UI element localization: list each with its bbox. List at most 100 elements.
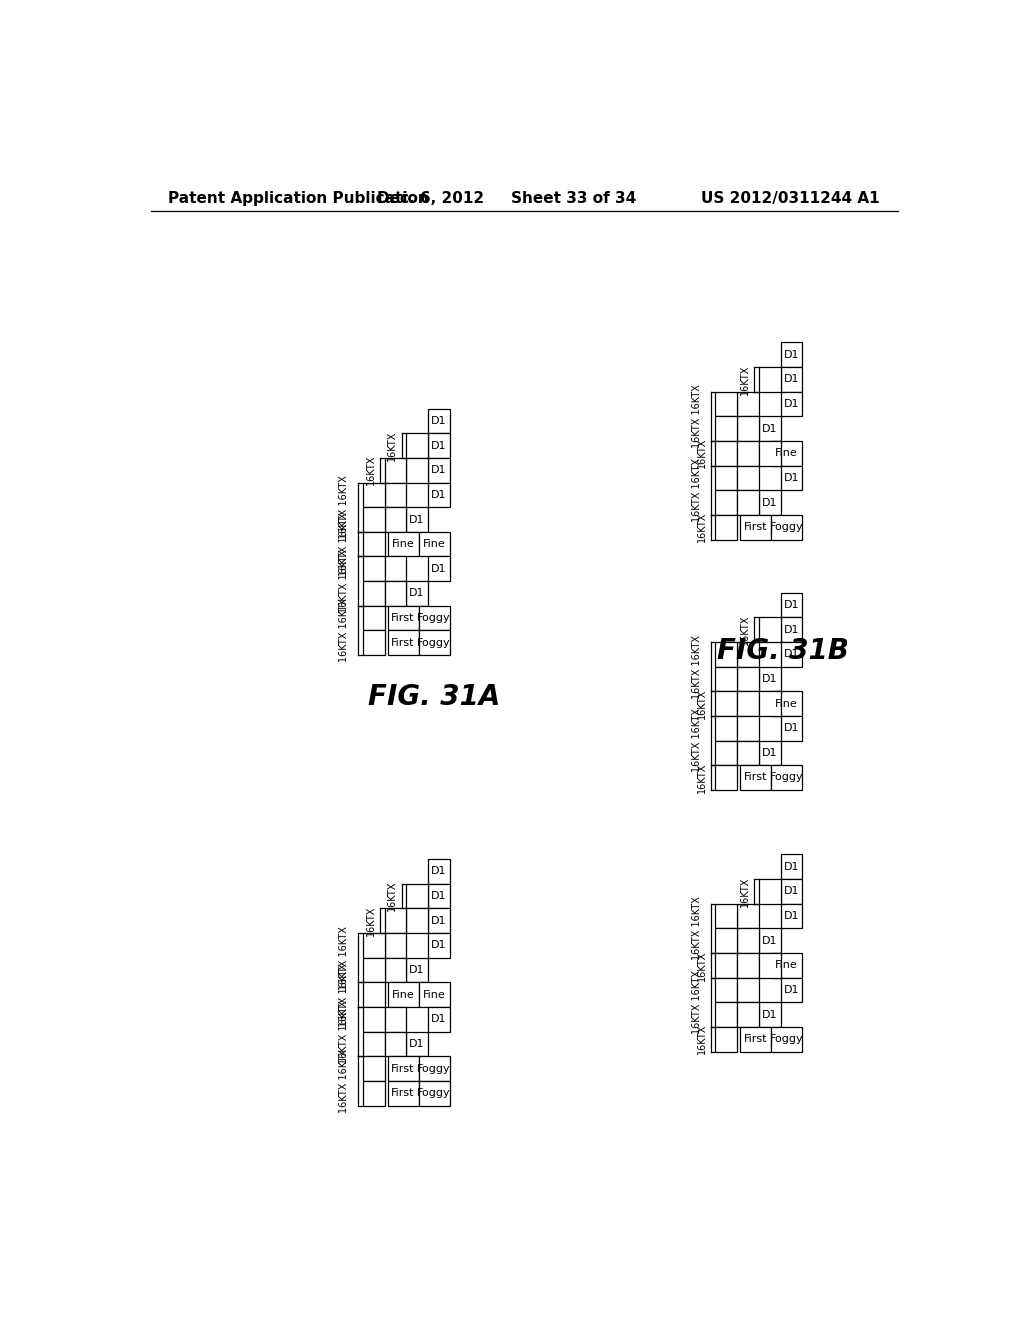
Text: 16KTX: 16KTX (387, 430, 397, 461)
Bar (385, 557, 407, 581)
Bar (737, 904, 759, 928)
Bar (780, 342, 802, 367)
Text: First: First (744, 772, 768, 783)
Bar (716, 1027, 737, 1052)
Text: 16KTX 16KTX: 16KTX 16KTX (339, 598, 349, 663)
Bar (428, 908, 450, 933)
Bar (716, 466, 737, 490)
Bar (759, 367, 780, 392)
Bar (759, 490, 780, 515)
Text: D1: D1 (783, 375, 799, 384)
Bar (759, 1002, 780, 1027)
Bar (737, 441, 759, 466)
Text: 16KTX: 16KTX (366, 906, 376, 936)
Text: D1: D1 (431, 940, 446, 950)
Text: FIG. 31B: FIG. 31B (717, 638, 849, 665)
Text: D1: D1 (410, 1039, 425, 1049)
Bar (362, 557, 385, 581)
Bar (759, 953, 780, 978)
Bar (759, 692, 780, 715)
Text: Foggy: Foggy (418, 638, 451, 648)
Text: 16KTX: 16KTX (696, 762, 707, 793)
Text: US 2012/0311244 A1: US 2012/0311244 A1 (701, 191, 880, 206)
Text: First: First (744, 523, 768, 532)
Text: D1: D1 (431, 490, 446, 500)
Text: D1: D1 (783, 887, 799, 896)
Text: 16KTX 16KTX: 16KTX 16KTX (339, 962, 349, 1027)
Text: D1: D1 (762, 498, 777, 508)
Bar (716, 490, 737, 515)
Bar (780, 978, 802, 1002)
Text: D1: D1 (431, 891, 446, 902)
Bar (362, 631, 385, 655)
Bar (428, 458, 450, 483)
Bar (737, 416, 759, 441)
Text: D1: D1 (431, 441, 446, 450)
Bar (737, 667, 759, 692)
Text: 16KTX 16KTX: 16KTX 16KTX (692, 384, 701, 449)
Bar (771, 515, 802, 540)
Text: 16KTX: 16KTX (696, 438, 707, 469)
Bar (780, 879, 802, 904)
Bar (407, 458, 428, 483)
Text: 16KTX 16KTX: 16KTX 16KTX (692, 709, 701, 772)
Bar (716, 692, 737, 715)
Bar (428, 884, 450, 908)
Text: D1: D1 (762, 1010, 777, 1019)
Text: FIG. 31A: FIG. 31A (369, 684, 501, 711)
Bar (716, 953, 737, 978)
Text: 16KTX: 16KTX (696, 1024, 707, 1055)
Bar (407, 958, 428, 982)
Bar (780, 642, 802, 667)
Bar (419, 631, 450, 655)
Bar (737, 490, 759, 515)
Bar (385, 1032, 407, 1056)
Text: D1: D1 (783, 350, 799, 360)
Bar (362, 532, 385, 557)
Text: 16KTX: 16KTX (696, 950, 707, 981)
Text: D1: D1 (431, 916, 446, 925)
Bar (716, 392, 737, 416)
Bar (385, 908, 407, 933)
Text: D1: D1 (431, 465, 446, 475)
Bar (362, 581, 385, 606)
Bar (759, 928, 780, 953)
Bar (362, 982, 385, 1007)
Bar (780, 854, 802, 879)
Bar (716, 642, 737, 667)
Text: D1: D1 (783, 473, 799, 483)
Text: First: First (744, 1035, 768, 1044)
Bar (780, 466, 802, 490)
Bar (419, 606, 450, 631)
Bar (780, 367, 802, 392)
Bar (428, 433, 450, 458)
Bar (388, 1056, 419, 1081)
Bar (780, 593, 802, 618)
Bar (385, 1007, 407, 1032)
Text: 16KTX: 16KTX (366, 455, 376, 486)
Bar (428, 483, 450, 507)
Bar (385, 458, 407, 483)
Bar (407, 884, 428, 908)
Bar (716, 416, 737, 441)
Bar (407, 1032, 428, 1056)
Bar (388, 532, 419, 557)
Text: D1: D1 (783, 399, 799, 409)
Bar (362, 507, 385, 532)
Text: 16KTX: 16KTX (696, 512, 707, 543)
Bar (385, 933, 407, 958)
Text: D1: D1 (783, 985, 799, 995)
Text: 16KTX 16KTX: 16KTX 16KTX (339, 549, 349, 612)
Text: D1: D1 (410, 515, 425, 524)
Bar (759, 667, 780, 692)
Bar (740, 515, 771, 540)
Bar (737, 928, 759, 953)
Text: First: First (391, 1088, 415, 1098)
Text: D1: D1 (431, 1014, 446, 1024)
Bar (737, 978, 759, 1002)
Text: Sheet 33 of 34: Sheet 33 of 34 (511, 191, 636, 206)
Text: Foggy: Foggy (770, 1035, 804, 1044)
Text: Foggy: Foggy (418, 1088, 451, 1098)
Bar (737, 741, 759, 766)
Bar (419, 982, 450, 1007)
